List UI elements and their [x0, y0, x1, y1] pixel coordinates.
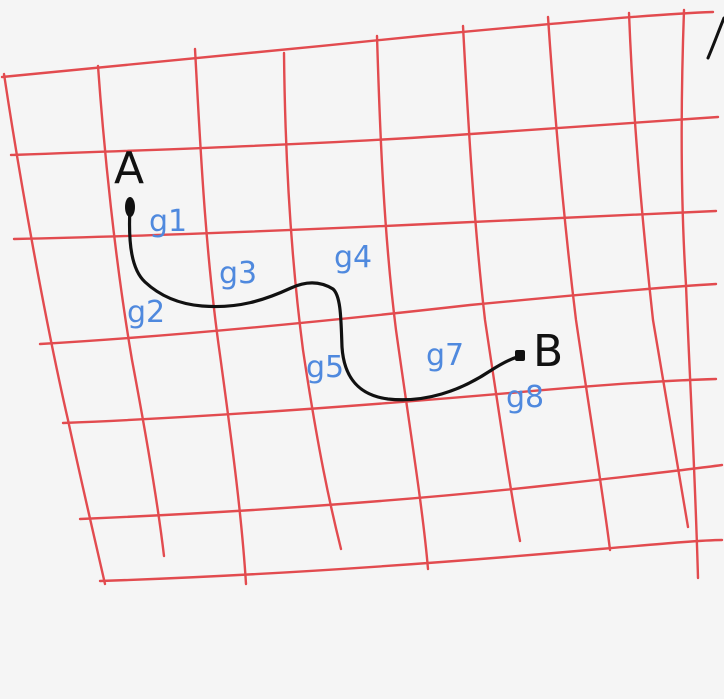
cell-label-g1: g1	[149, 204, 187, 239]
grid-line-vertical	[375, 34, 430, 571]
grid-line-horizontal	[0, 10, 715, 79]
grid-line-vertical	[193, 47, 248, 586]
end-point	[515, 350, 525, 361]
end-label-b: B	[533, 326, 563, 377]
grid-line-vertical	[461, 24, 522, 543]
grid-line-vertical	[546, 15, 612, 552]
cell-label-g2: g2	[127, 295, 165, 330]
grid-line-vertical	[2, 72, 107, 586]
cell-label-g8: g8	[506, 380, 544, 415]
cell-labels: g1 g2 g3 g4 g5 g7 g8	[127, 204, 544, 415]
cell-label-g3: g3	[219, 256, 257, 291]
grid-line-horizontal	[98, 538, 724, 583]
start-label-a: A	[114, 143, 144, 194]
partial-letter-stroke	[706, 16, 724, 60]
start-point	[125, 197, 135, 217]
route-path	[127, 205, 524, 402]
cell-label-g4: g4	[334, 240, 372, 275]
grid-line-vertical	[282, 51, 343, 551]
grid-line-vertical	[680, 8, 700, 580]
route-group	[125, 197, 525, 402]
cell-label-g5: g5	[306, 350, 344, 385]
grid-line-horizontal	[38, 282, 718, 346]
grid-line-horizontal	[61, 377, 718, 425]
partial-corner-mark	[706, 16, 724, 60]
grid-line-vertical	[96, 64, 166, 558]
endpoint-labels: A B	[114, 143, 563, 377]
grid	[0, 8, 724, 586]
grid-line-horizontal	[12, 209, 718, 241]
grid-line-horizontal	[78, 463, 724, 521]
grid-line-vertical	[627, 11, 690, 529]
cell-label-g7: g7	[426, 338, 464, 373]
